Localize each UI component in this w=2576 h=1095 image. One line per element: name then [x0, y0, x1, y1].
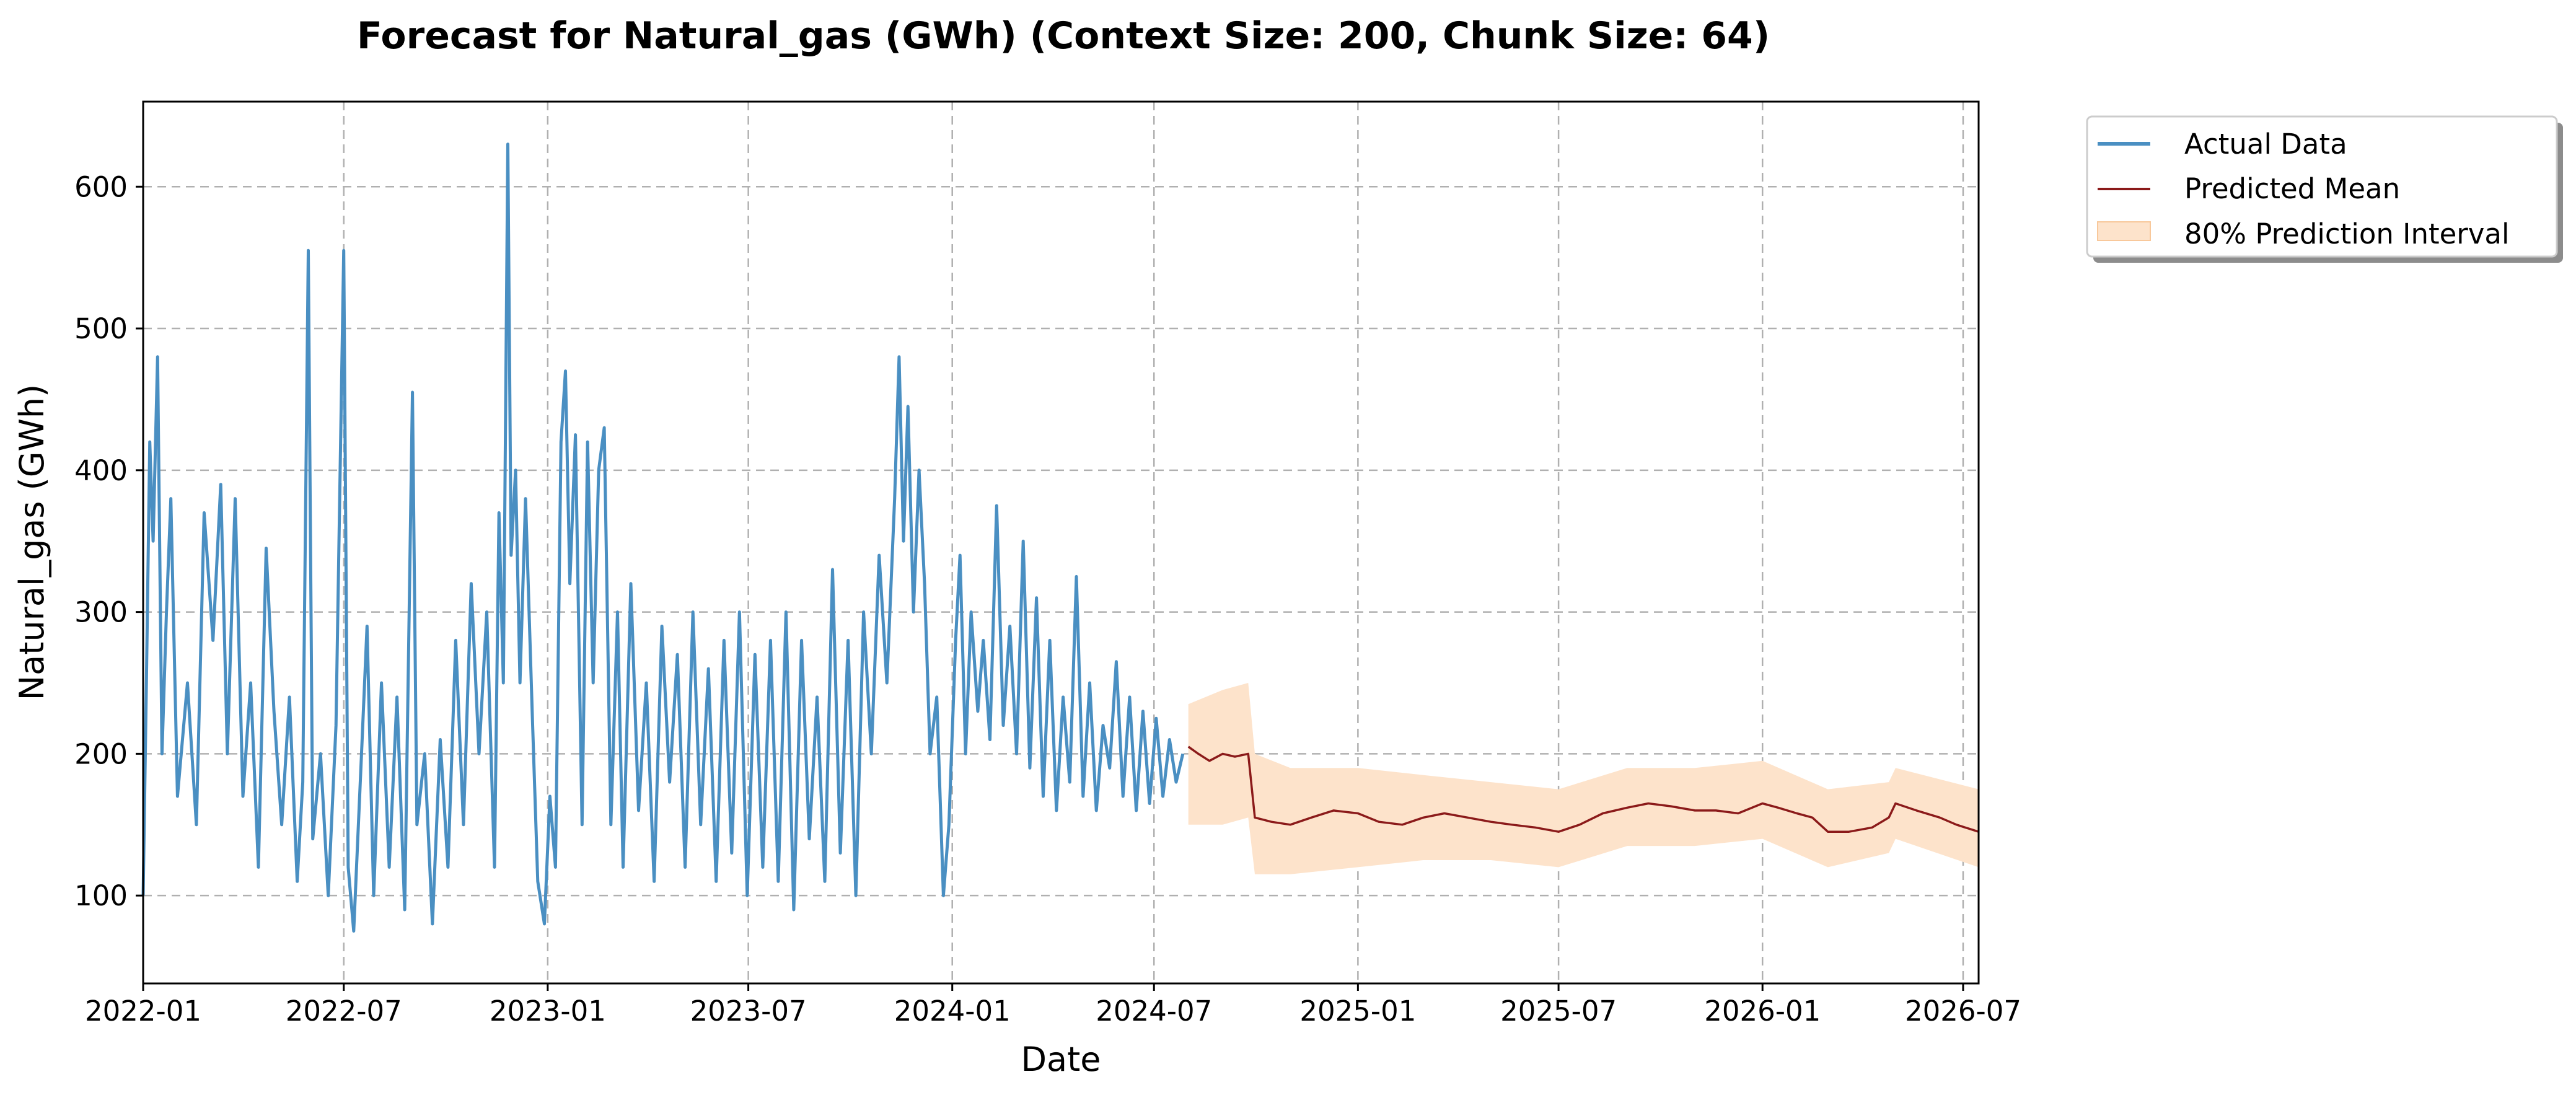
predicted-mean-layer [1187, 745, 1979, 833]
x-tick-label: 2025-01 [1299, 995, 1416, 1027]
y-tick-label: 400 [74, 454, 128, 487]
predicted-mean-line [1187, 745, 1979, 833]
grid-lines [142, 102, 1979, 983]
plot-area-frame [142, 100, 1980, 985]
legend-actual-data-label: Actual Data [2184, 128, 2347, 161]
x-tick-label: 2026-07 [1905, 995, 2021, 1027]
y-tick-label: 500 [74, 312, 128, 345]
x-tick-label: 2022-01 [85, 995, 201, 1027]
actual-data-line [141, 143, 1185, 933]
y-tick-label: 200 [74, 737, 128, 770]
legend: Actual Data Predicted Mean 80% Predictio… [2086, 115, 2563, 263]
y-axis-ticks: 100 200 300 400 500 600 [74, 170, 143, 912]
y-axis-label: Natural_gas (GWh) [12, 384, 51, 700]
x-axis-ticks: 2022-01 2022-07 2023-01 2023-07 2024-01 2024-… [85, 983, 2021, 1027]
legend-box [2086, 115, 2558, 258]
x-tick-label: 2023-07 [690, 995, 807, 1027]
prediction-interval-layer [1188, 683, 1979, 874]
x-tick-label: 2026-01 [1704, 995, 1821, 1027]
prediction-interval-band [1188, 683, 1979, 874]
legend-predicted-mean-label: Predicted Mean [2184, 172, 2400, 205]
y-tick-label: 300 [74, 596, 128, 629]
legend-interval-label: 80% Prediction Interval [2184, 218, 2510, 250]
legend-interval-swatch [2097, 221, 2151, 241]
x-tick-label: 2023-01 [490, 995, 606, 1027]
chart-title: Forecast for Natural_gas (GWh) (Context … [357, 14, 1770, 58]
y-tick-label: 100 [74, 879, 128, 912]
x-tick-label: 2024-07 [1096, 995, 1212, 1027]
y-tick-label: 600 [74, 170, 128, 203]
x-tick-label: 2025-07 [1500, 995, 1617, 1027]
actual-data-layer [141, 143, 1185, 933]
x-tick-label: 2024-01 [894, 995, 1011, 1027]
x-tick-label: 2022-07 [286, 995, 402, 1027]
x-axis-label: Date [1021, 1040, 1101, 1079]
